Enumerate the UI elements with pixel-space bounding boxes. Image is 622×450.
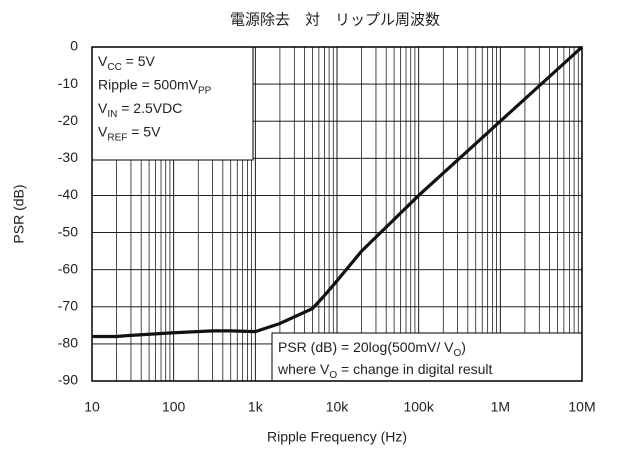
annotation-text: Ripple = 500mVPP	[98, 76, 212, 96]
annotation-text: VREF = 5V	[98, 123, 161, 143]
x-tick-label: 100k	[403, 399, 434, 415]
chart-title: 電源除去 対 リップル周波数	[230, 11, 440, 29]
annotation-text: PSR (dB) = 20log(500mV/ VO)	[278, 339, 466, 359]
annotation-text: where VO = change in digital result	[277, 361, 493, 381]
y-tick-label: -40	[58, 186, 78, 202]
annotation-segment: CC	[107, 62, 121, 73]
annotation-segment: IN	[107, 109, 117, 120]
y-tick-label: -20	[58, 112, 78, 128]
x-tick-label: 10M	[568, 399, 595, 415]
plot-frame	[91, 46, 583, 382]
data-line	[92, 45, 584, 339]
x-tick-label: 10	[84, 399, 100, 415]
annotation-segment: where V	[277, 361, 330, 377]
y-tick-label: -70	[58, 297, 78, 313]
annotation-segment: V	[98, 53, 108, 69]
annotation-text: VIN = 2.5VDC	[98, 100, 182, 120]
annotation-segment: PSR (dB) = 20log(500mV/ V	[278, 339, 454, 355]
y-tick-label: -30	[58, 149, 78, 165]
y-tick-label: -90	[58, 372, 78, 388]
x-tick-label: 1k	[248, 399, 264, 415]
annotation-segment: = 5V	[122, 53, 156, 69]
annotation-segment: )	[461, 339, 466, 355]
annotation-segment: = 5V	[127, 123, 161, 139]
annotation-box	[271, 332, 583, 382]
annotation-segment: V	[98, 123, 108, 139]
annotation-segment: PP	[198, 86, 212, 97]
annotation-segment: REF	[107, 133, 127, 144]
y-tick-label: -10	[58, 75, 78, 91]
y-tick-label: -50	[58, 223, 78, 239]
x-tick-label: 1M	[491, 399, 510, 415]
annotation-segment: V	[98, 100, 108, 116]
annotation-segment: O	[329, 370, 337, 381]
y-axis-label: PSR (dB)	[11, 184, 27, 243]
annotation-text: VCC = 5V	[98, 53, 156, 73]
annotation-segment: = 2.5VDC	[117, 100, 182, 116]
x-tick-label: 100	[162, 399, 186, 415]
y-tick-label: 0	[70, 38, 78, 54]
annotation-segment: O	[453, 348, 461, 359]
annotation-segment: Ripple = 500mV	[98, 76, 199, 92]
x-tick-label: 10k	[326, 399, 350, 415]
annotation-segment: = change in digital result	[337, 361, 492, 377]
y-tick-label: -60	[58, 260, 78, 276]
y-tick-label: -80	[58, 335, 78, 351]
x-axis-label: Ripple Frequency (Hz)	[267, 429, 407, 445]
